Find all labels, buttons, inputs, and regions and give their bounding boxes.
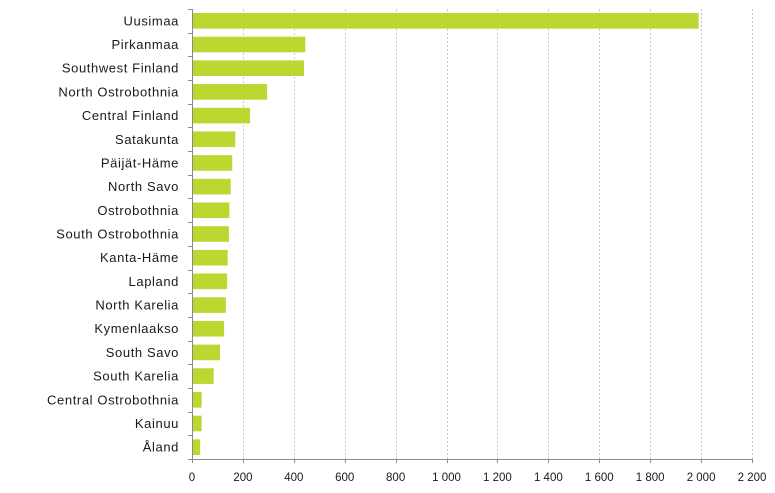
bar-1: [192, 36, 306, 53]
category-label-5: Satakunta: [115, 132, 179, 147]
x-tick-label-3: 600: [335, 472, 354, 484]
bar-11: [192, 273, 228, 290]
x-tick-label-0: 0: [189, 472, 195, 484]
bar-9: [192, 226, 229, 242]
bar-10: [192, 249, 228, 266]
bar-8: [192, 202, 230, 219]
bar-12: [192, 297, 226, 313]
x-tick-label-6: 1 200: [483, 472, 512, 484]
x-tick-label-9: 1 800: [636, 472, 665, 484]
axes: [188, 9, 753, 463]
x-tick-label-7: 1 400: [534, 472, 563, 484]
bar-3: [192, 84, 268, 100]
bar-14: [192, 344, 220, 361]
bar-16: [192, 391, 202, 408]
category-label-13: Kymenlaakso: [94, 321, 179, 336]
bar-13: [192, 320, 225, 337]
category-label-17: Kainuu: [135, 416, 179, 431]
category-label-11: Lapland: [129, 274, 179, 289]
category-label-4: Central Finland: [82, 108, 179, 123]
category-label-7: North Savo: [108, 179, 179, 194]
category-label-3: North Ostrobothnia: [58, 84, 179, 99]
x-tick-label-4: 800: [386, 472, 405, 484]
category-label-14: South Savo: [106, 345, 179, 360]
category-label-8: Ostrobothnia: [97, 203, 179, 218]
category-label-9: South Ostrobothnia: [56, 227, 179, 242]
bar-6: [192, 155, 233, 171]
bar-5: [192, 131, 236, 148]
category-label-0: Uusimaa: [124, 13, 180, 28]
category-label-15: South Karelia: [93, 369, 179, 384]
x-tick-label-5: 1 000: [432, 472, 461, 484]
x-tick-label-1: 200: [233, 472, 252, 484]
x-tick-label-2: 400: [284, 472, 303, 484]
bar-4: [192, 107, 251, 124]
category-label-10: Kanta-Häme: [100, 250, 179, 265]
x-tick-label-11: 2 200: [738, 472, 767, 484]
bar-7: [192, 178, 231, 195]
bar-0: [192, 13, 699, 29]
category-label-1: Pirkanmaa: [111, 37, 179, 52]
category-labels: Uusimaa Pirkanmaa Southwest Finland North O…: [47, 13, 179, 454]
bar-18: [192, 439, 201, 455]
bars: [192, 13, 699, 455]
bar-17: [192, 415, 202, 432]
x-tick-label-8: 1 600: [585, 472, 614, 484]
category-label-2: Southwest Finland: [62, 61, 179, 76]
category-label-6: Päijät-Häme: [101, 155, 179, 170]
category-label-12: North Karelia: [95, 298, 179, 313]
x-tick-labels: 0 200 400 600 800 1 000 1 200 1 400 1 600 1 800 2 …: [189, 472, 767, 484]
category-label-16: Central Ostrobothnia: [47, 392, 179, 407]
x-tick-label-10: 2 000: [687, 472, 716, 484]
bar-15: [192, 368, 214, 384]
category-label-18: Åland: [143, 440, 179, 455]
gridlines: [243, 9, 753, 459]
bar-2: [192, 60, 304, 77]
